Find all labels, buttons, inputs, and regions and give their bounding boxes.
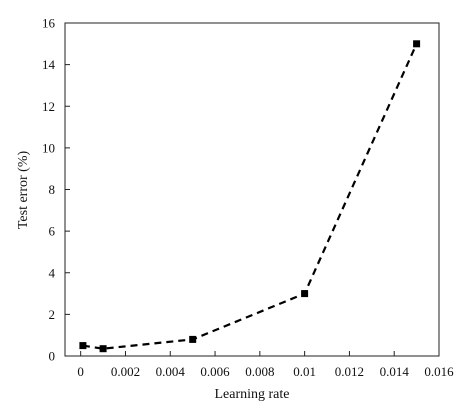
y-tick-label: 2 [49, 307, 56, 322]
x-tick-label: 0.012 [335, 364, 364, 379]
series-line [82, 43, 418, 350]
x-tick-label: 0.014 [380, 364, 410, 379]
data-point [79, 342, 87, 350]
y-tick-label: 0 [49, 349, 56, 364]
plot-frame [64, 22, 440, 357]
x-axis: 0 0.002 0.004 0.006 0.008 0.01 0.012 0.014 0.016 [77, 351, 454, 379]
y-axis: 0 2 4 6 8 10 12 14 16 [42, 16, 70, 364]
y-tick-label: 16 [42, 16, 56, 31]
x-tick-label: 0.01 [293, 364, 316, 379]
y-tick-label: 8 [49, 182, 56, 197]
series-markers [79, 40, 421, 353]
y-axis-title: Test error (%) [16, 151, 31, 230]
x-tick-label: 0.016 [424, 364, 454, 379]
x-tick-label: 0.004 [156, 364, 186, 379]
y-tick-label: 10 [42, 140, 55, 155]
data-point [189, 335, 197, 343]
data-point [301, 290, 309, 298]
y-tick-label: 14 [42, 57, 56, 72]
x-axis-title: Learning rate [214, 387, 289, 402]
y-tick-label: 6 [49, 224, 56, 239]
data-point [99, 345, 107, 353]
x-tick-label: 0.008 [245, 364, 274, 379]
data-point [413, 40, 421, 48]
y-tick-label: 12 [42, 99, 55, 114]
x-tick-label: 0 [77, 364, 84, 379]
x-tick-label: 0.006 [200, 364, 230, 379]
y-tick-label: 4 [49, 265, 56, 280]
x-tick-label: 0.002 [111, 364, 140, 379]
